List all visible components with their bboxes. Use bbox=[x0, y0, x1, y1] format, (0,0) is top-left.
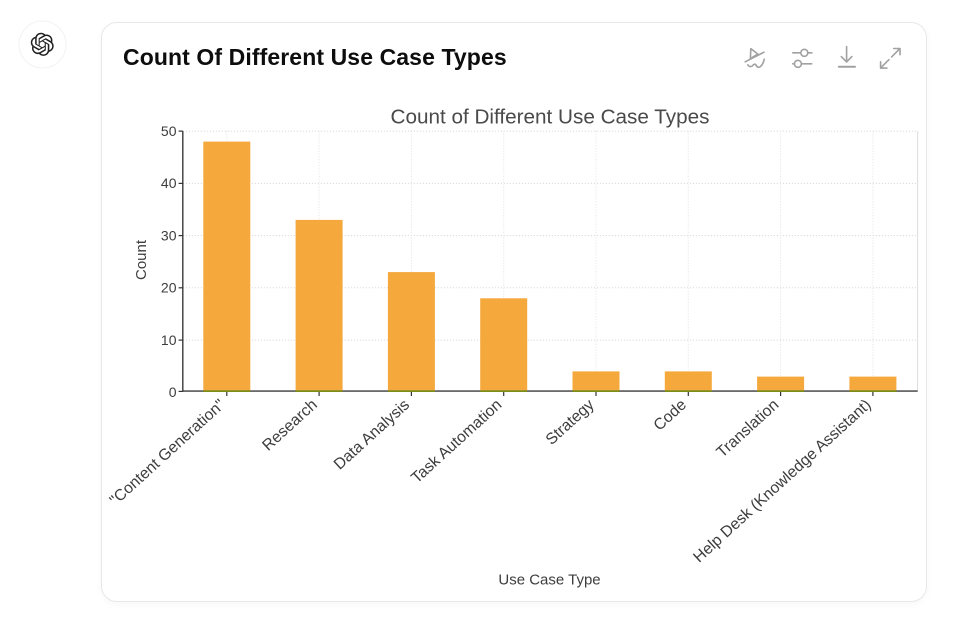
svg-text:Task Automation: Task Automation bbox=[408, 396, 505, 487]
svg-text:0: 0 bbox=[169, 384, 177, 400]
svg-text:50: 50 bbox=[161, 123, 177, 139]
svg-text:"Content Generation": "Content Generation" bbox=[107, 396, 229, 509]
svg-text:Count: Count bbox=[133, 239, 150, 280]
svg-text:20: 20 bbox=[161, 280, 177, 296]
svg-text:Strategy: Strategy bbox=[543, 396, 598, 448]
svg-text:Research: Research bbox=[259, 396, 320, 454]
svg-text:Translation: Translation bbox=[713, 396, 782, 461]
svg-text:Data Analysis: Data Analysis bbox=[331, 396, 413, 473]
svg-text:Code: Code bbox=[651, 396, 691, 434]
svg-text:30: 30 bbox=[161, 227, 177, 243]
svg-text:40: 40 bbox=[161, 175, 177, 191]
svg-text:Help Desk (Knowledge Assistant: Help Desk (Knowledge Assistant) bbox=[690, 396, 874, 566]
svg-text:10: 10 bbox=[161, 332, 177, 348]
svg-text:Count of Different Use Case Ty: Count of Different Use Case Types bbox=[391, 106, 710, 129]
svg-text:Use Case Type: Use Case Type bbox=[498, 572, 600, 589]
